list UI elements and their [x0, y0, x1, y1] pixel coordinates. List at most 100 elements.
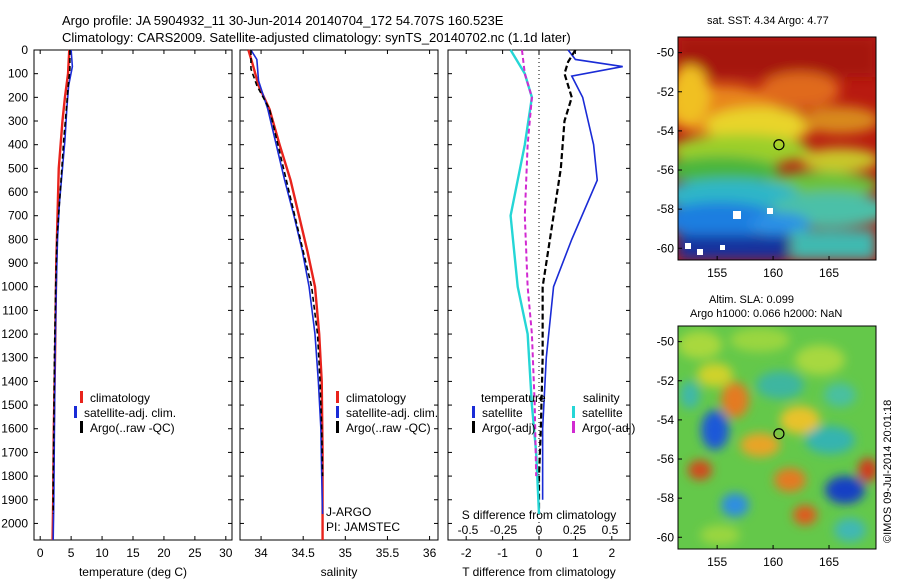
- legend-label-satellite: satellite-adj. clim.: [84, 406, 176, 420]
- x-tick-label: 2: [608, 546, 615, 560]
- depth-tick-label: 500: [8, 161, 28, 175]
- lat-tick-label: -54: [657, 413, 675, 427]
- depth-tick-label: 1200: [1, 327, 28, 341]
- lon-tick-label: 160: [763, 555, 783, 569]
- lat-tick-label: -50: [657, 46, 675, 60]
- difference-legend: temperature salinity satellite Argo(-adj…: [472, 391, 635, 435]
- depth-tick-label: 1800: [1, 469, 28, 483]
- depth-tick-label: 700: [8, 209, 28, 223]
- sla-latitude-axis: -50 -52 -54 -56 -58 -60: [657, 335, 682, 544]
- legend-label-temp-argo: Argo(-adj): [482, 421, 535, 435]
- depth-tick-label: 800: [8, 232, 28, 246]
- depth-tick-label: 1300: [1, 351, 28, 365]
- legend-label-satellite: satellite-adj. clim.: [346, 406, 438, 420]
- legend-swatch-argo: [80, 421, 83, 433]
- legend-label-temp-satellite: satellite: [482, 406, 523, 420]
- x2-tick-label: -0.25: [490, 523, 518, 537]
- salinity-panel: 34 34.5 35 35.5 36 salinity: [239, 49, 439, 579]
- x-tick-label: 36: [423, 546, 437, 560]
- x2-axis-label: S difference from climatology: [462, 508, 617, 522]
- x-tick-label: 0: [536, 546, 543, 560]
- missing-data-patch: [697, 249, 703, 255]
- difference-panel: -2 -1 0 1 2 T difference from climatology -0.5…: [447, 49, 631, 579]
- lat-tick-label: -52: [657, 85, 675, 99]
- x-tick-label: 15: [126, 546, 140, 560]
- legend-swatch-sal-argo: [572, 421, 575, 433]
- x2-tick-label: 0.5: [602, 523, 619, 537]
- depth-tick-label: 600: [8, 185, 28, 199]
- series-line-satellite-adj-clim-: [250, 49, 324, 514]
- sla-longitude-axis: 155 160 165: [707, 545, 839, 569]
- x-tick-label: 35.5: [376, 546, 400, 560]
- temperature-panel: 0 5 10 15 20 25 30 temperature (deg C): [33, 49, 233, 579]
- depth-tick-label: 900: [8, 256, 28, 270]
- x-tick-label: 5: [68, 546, 75, 560]
- imos-timestamp: ©IMOS 09-Jul-2014 20:01:18: [882, 400, 894, 543]
- x-tick-label: 0: [37, 546, 44, 560]
- x-tick-label: 20: [157, 546, 171, 560]
- sst-latitude-axis: -50 -52 -54 -56 -58 -60: [657, 46, 682, 255]
- lat-tick-label: -52: [657, 374, 675, 388]
- depth-tick-label: 1600: [1, 422, 28, 436]
- x-tick-label: 10: [95, 546, 109, 560]
- legend-heading-salinity: salinity: [583, 391, 620, 405]
- legend-label-argo: Argo(..raw -QC): [90, 421, 175, 435]
- sst-map-frame: [677, 36, 877, 261]
- series-line-salinity-argo-adj-: [520, 49, 538, 477]
- climatology-subtitle: Climatology: CARS2009. Satellite-adjuste…: [62, 30, 571, 45]
- series-line-argo-raw-qc-: [52, 50, 71, 514]
- series-line-temperature-satellite: [541, 49, 623, 500]
- depth-tick-label: 1500: [1, 398, 28, 412]
- profile-title: Argo profile: JA 5904932_11 30-Jun-2014 …: [62, 13, 504, 28]
- legend-label-climatology: climatology: [90, 391, 150, 405]
- depth-axis: 0 100 200 300 400 500 600 700 800 900 1000 1100 1200…: [1, 43, 28, 530]
- lon-tick-label: 155: [707, 555, 727, 569]
- depth-tick-label: 200: [8, 90, 28, 104]
- depth-tick-label: 1000: [1, 280, 28, 294]
- x-tick-label: 34: [254, 546, 268, 560]
- series-line-temperature-argo-adj-: [537, 49, 577, 514]
- salinity-legend: climatology satellite-adj. clim. Argo(..…: [326, 391, 438, 534]
- depth-tick-label: 2000: [1, 516, 28, 530]
- x-axis-label: temperature (deg C): [79, 565, 187, 579]
- depth-tick-label: 0: [21, 43, 28, 57]
- lat-tick-label: -56: [657, 163, 675, 177]
- legend-heading-temperature: temperature: [481, 391, 546, 405]
- x-tick-label: 1: [572, 546, 579, 560]
- depth-tick-label: 1900: [1, 493, 28, 507]
- lat-tick-label: -56: [657, 452, 675, 466]
- sla-map: Altim. SLA: 0.099 Argo h1000: 0.066 h200…: [657, 294, 894, 569]
- depth-tick-label: 1400: [1, 374, 28, 388]
- lon-tick-label: 155: [707, 266, 727, 280]
- x-tick-label: -1: [497, 546, 508, 560]
- depth-tick-label: 1700: [1, 445, 28, 459]
- pi-label: PI: JAMSTEC: [326, 520, 400, 534]
- lat-tick-label: -60: [657, 530, 675, 544]
- depth-tick-label: 100: [8, 67, 28, 81]
- x-tick-label: 25: [188, 546, 202, 560]
- x2-tick-label: 0: [536, 523, 543, 537]
- depth-tick-label: 300: [8, 114, 28, 128]
- missing-data-patch: [685, 243, 691, 249]
- depth-tick-label: 1100: [2, 303, 28, 317]
- legend-label-climatology: climatology: [346, 391, 406, 405]
- lat-tick-label: -50: [657, 335, 675, 349]
- sla-map-title: Altim. SLA: 0.099: [709, 294, 794, 306]
- x-tick-label: 34.5: [292, 546, 316, 560]
- legend-swatch-temp-satellite: [472, 406, 475, 418]
- legend-swatch-sal-satellite: [572, 406, 575, 418]
- x-axis-label: T difference from climatology: [462, 565, 616, 579]
- x2-tick-label: 0.25: [563, 523, 587, 537]
- sst-map-title: sat. SST: 4.34 Argo: 4.77: [707, 15, 829, 27]
- legend-swatch-climatology: [80, 391, 83, 403]
- argo-position-marker: [773, 428, 785, 440]
- series-line-climatology: [247, 49, 324, 540]
- missing-data-patch: [767, 208, 773, 214]
- legend-label-argo: Argo(..raw -QC): [346, 421, 431, 435]
- missing-data-patch: [720, 245, 725, 250]
- x-tick-label: -2: [461, 546, 472, 560]
- float-program-label: J-ARGO: [326, 505, 371, 519]
- sla-map-frame: [677, 325, 877, 550]
- lat-tick-label: -54: [657, 124, 675, 138]
